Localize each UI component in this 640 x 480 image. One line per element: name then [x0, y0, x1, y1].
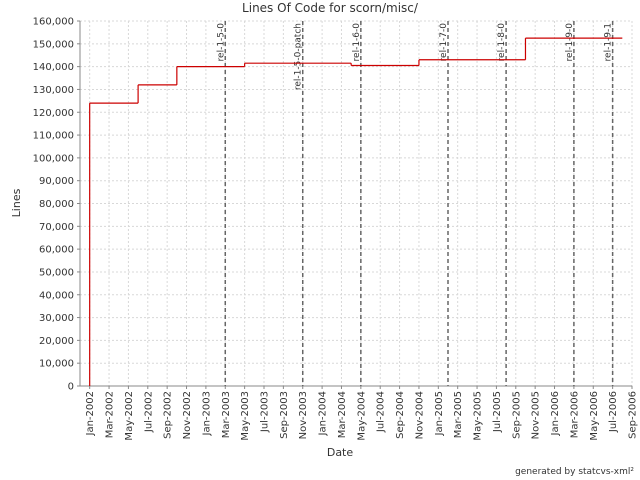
x-tick-label: Sep-2004 — [395, 391, 406, 439]
x-tick-label: Mar-2005 — [453, 391, 464, 438]
x-tick-label: May-2005 — [473, 391, 484, 441]
chart-title: Lines Of Code for scorn/misc/ — [242, 1, 419, 15]
x-tick-label: Nov-2003 — [298, 391, 309, 439]
x-tick-label: Sep-2002 — [163, 391, 174, 439]
x-tick-label: Jul-2006 — [608, 391, 619, 433]
footer: generated by statcvs-xml² — [515, 467, 634, 477]
x-tick-label: Jan-2002 — [85, 391, 96, 436]
release-label: rel-1-6-0 — [352, 23, 362, 62]
release-label: rel-1-5-0-patch — [294, 23, 304, 90]
x-tick-label: Jul-2004 — [376, 391, 387, 433]
x-tick-label: Nov-2005 — [531, 391, 542, 439]
y-tick-label: 40,000 — [39, 290, 74, 301]
y-tick-label: 10,000 — [39, 359, 74, 370]
y-tick-label: 50,000 — [39, 267, 74, 278]
x-tick-label: Jan-2004 — [318, 391, 329, 436]
y-tick-label: 110,000 — [33, 131, 74, 142]
y-tick-label: 120,000 — [33, 108, 74, 119]
x-tick-label: Sep-2005 — [511, 391, 522, 439]
x-tick-label: Sep-2003 — [279, 391, 290, 439]
x-tick-label: Mar-2002 — [105, 391, 116, 438]
x-tick-label: Jan-2003 — [201, 391, 212, 436]
y-tick-label: 60,000 — [39, 245, 74, 256]
y-tick-label: 130,000 — [33, 85, 74, 96]
y-tick-label: 90,000 — [39, 176, 74, 187]
x-tick-label: Jan-2005 — [434, 391, 445, 436]
y-tick-label: 80,000 — [39, 199, 74, 210]
x-tick-label: Jul-2003 — [260, 391, 271, 433]
x-tick-label: Nov-2002 — [182, 391, 193, 439]
release-label: rel-1-7-0 — [439, 23, 449, 62]
y-tick-label: 70,000 — [39, 222, 74, 233]
x-tick-label: Sep-2006 — [628, 391, 639, 439]
y-tick-label: 150,000 — [33, 39, 74, 50]
y-tick-label: 0 — [68, 382, 74, 393]
x-tick-label: Mar-2006 — [569, 391, 580, 438]
x-tick-label: May-2003 — [240, 391, 251, 441]
x-tick-label: May-2004 — [356, 391, 367, 441]
y-axis-label: Lines — [10, 188, 23, 217]
x-axis-label: Date — [327, 446, 354, 459]
x-tick-label: May-2006 — [589, 391, 600, 441]
x-tick-label: Jul-2002 — [143, 391, 154, 433]
x-tick-label: Jan-2006 — [550, 391, 561, 436]
y-tick-label: 140,000 — [33, 62, 74, 73]
x-tick-label: May-2002 — [124, 391, 135, 441]
release-label: rel-1-5-0 — [216, 23, 226, 62]
x-tick-label: Nov-2004 — [414, 391, 425, 439]
release-label: rel-1-9-0 — [565, 23, 575, 62]
y-tick-label: 100,000 — [33, 153, 74, 164]
release-label: rel-1-8-0 — [497, 23, 507, 62]
y-tick-label: 30,000 — [39, 313, 74, 324]
x-tick-label: Jul-2005 — [492, 391, 503, 433]
y-tick-label: 20,000 — [39, 336, 74, 347]
x-tick-label: Mar-2003 — [221, 391, 232, 438]
y-tick-label: 160,000 — [33, 17, 74, 28]
release-label: rel-1-9-1 — [604, 23, 614, 61]
x-tick-label: Mar-2004 — [337, 391, 348, 438]
